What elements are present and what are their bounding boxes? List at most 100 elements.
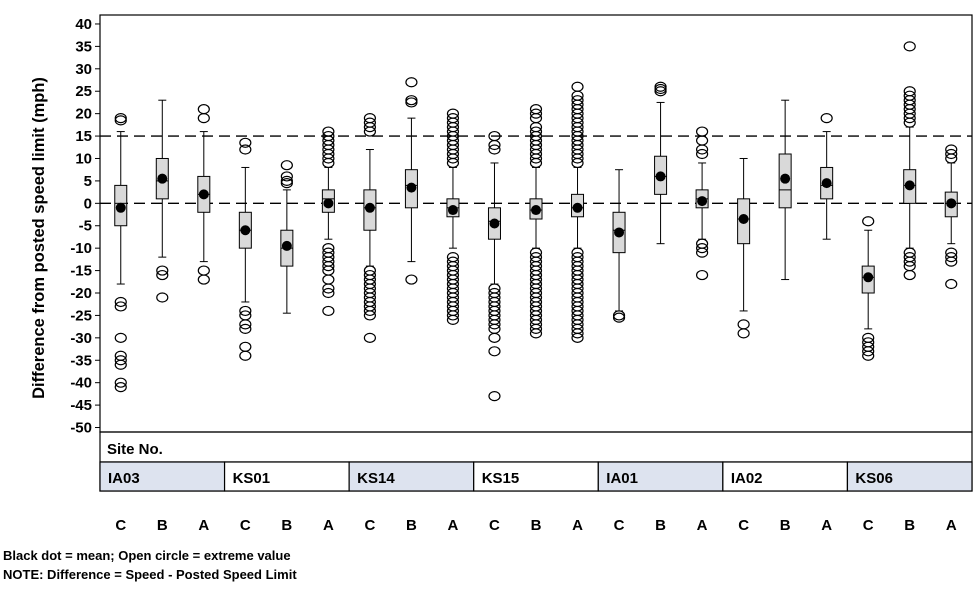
plot-frame [99, 14, 973, 433]
mean-point [323, 198, 334, 209]
box-group-IA03-A [197, 104, 211, 285]
outlier-point [363, 332, 377, 343]
outlier-point [488, 319, 501, 330]
outlier-point [197, 113, 210, 124]
box-group-IA01-C [612, 169, 626, 323]
y-tick-label: -40 [70, 375, 92, 392]
mean-point [780, 173, 791, 184]
mean-point [489, 218, 500, 229]
y-tick-label: -25 [70, 307, 92, 324]
y-tick-label: -10 [70, 240, 92, 257]
y-tick-label: 30 [75, 61, 92, 78]
outlier-point [405, 95, 418, 106]
outlier-point [903, 117, 916, 128]
mean-point [115, 202, 126, 213]
y-tick-label: 0 [84, 195, 92, 212]
box-group-KS14-A [446, 108, 460, 326]
y-tick-label: -5 [79, 218, 92, 235]
outlier-point [903, 256, 916, 267]
outlier-point [654, 83, 667, 95]
site-panel: Site No. IA03 KS01 KS14 KS15 IA01 IA02 KS06 [99, 431, 973, 492]
outlier-point [695, 269, 709, 281]
outlier-point [571, 157, 584, 169]
outlier-point [488, 139, 501, 151]
box-group-KS14-C [363, 113, 377, 343]
outlier-point [654, 86, 667, 97]
outlier-point [239, 319, 252, 330]
site-label-KS15: KS15 [482, 470, 520, 487]
outlier-point [197, 274, 210, 285]
y-tick-label: -15 [70, 263, 92, 280]
outlier-point [156, 269, 169, 281]
x-tick-label: C [364, 517, 375, 534]
outlier-point [322, 305, 335, 317]
outlier-point [280, 160, 293, 171]
outlier-point [446, 157, 460, 169]
outlier-point [488, 346, 501, 357]
outlier-point [363, 310, 377, 321]
legend-note: Black dot = mean; Open circle = extreme … [3, 548, 291, 563]
outlier-point [737, 319, 750, 330]
outlier-point [945, 148, 958, 160]
outlier-point [695, 144, 709, 155]
outlier-point [197, 104, 210, 115]
x-tick-label: C [115, 517, 126, 534]
outlier-point [945, 153, 958, 164]
box-group-IA03-C [114, 113, 128, 393]
box-group-KS01-A [321, 126, 335, 317]
site-cell-KS14 [348, 461, 475, 492]
outlier-point [239, 305, 252, 317]
outlier-point [529, 157, 543, 169]
outlier-point [239, 323, 252, 334]
mean-point [531, 205, 541, 216]
outlier-point [114, 115, 127, 126]
outlier-point [571, 81, 584, 92]
site-cell-KS01 [223, 461, 350, 492]
outlier-point [114, 332, 127, 343]
outlier-point [405, 97, 418, 108]
x-tick-label: B [780, 517, 791, 534]
outlier-point [363, 126, 377, 137]
site-label-KS14: KS14 [357, 470, 395, 487]
outlier-point [114, 301, 127, 312]
box-group-IA03-B [155, 99, 169, 303]
outlier-point [695, 247, 709, 258]
outlier-point [945, 278, 958, 290]
box-group-KS06-B [903, 41, 917, 281]
outlier-point [903, 41, 916, 52]
mean-point [240, 225, 251, 236]
outlier-point [322, 274, 335, 285]
outlier-point [197, 265, 210, 276]
box-group-KS06-A [944, 144, 958, 290]
y-tick-label: 15 [75, 128, 92, 145]
y-tick-label: 35 [75, 38, 92, 55]
site-cell-IA01 [597, 461, 724, 492]
outlier-point [737, 328, 750, 339]
mean-point [198, 189, 209, 200]
outlier-point [446, 314, 460, 326]
outlier-point [114, 355, 127, 366]
x-tick-label: C [240, 517, 251, 534]
y-tick-label: -45 [70, 397, 92, 414]
site-label-KS06: KS06 [855, 470, 893, 487]
outlier-point [945, 252, 958, 263]
outlier-point [156, 292, 169, 303]
x-tick-label: A [448, 517, 459, 534]
mean-point [946, 198, 957, 209]
outlier-point [322, 153, 335, 164]
x-tick-label: B [281, 517, 292, 534]
outlier-point [695, 243, 709, 254]
x-tick-label: A [572, 517, 583, 534]
box-plot-chart: Difference from posted speed limit (mph)… [30, 14, 973, 534]
box-group-KS15-B [529, 104, 543, 339]
box-group-KS01-C [238, 137, 252, 361]
outlier-point [529, 328, 543, 339]
outlier-point [446, 310, 460, 321]
mean-point [447, 205, 458, 216]
outlier-point [280, 178, 293, 189]
site-panel-title: Site No. [107, 441, 163, 458]
outlier-point [529, 323, 543, 334]
outlier-point [239, 137, 252, 148]
outlier-point [612, 312, 626, 323]
